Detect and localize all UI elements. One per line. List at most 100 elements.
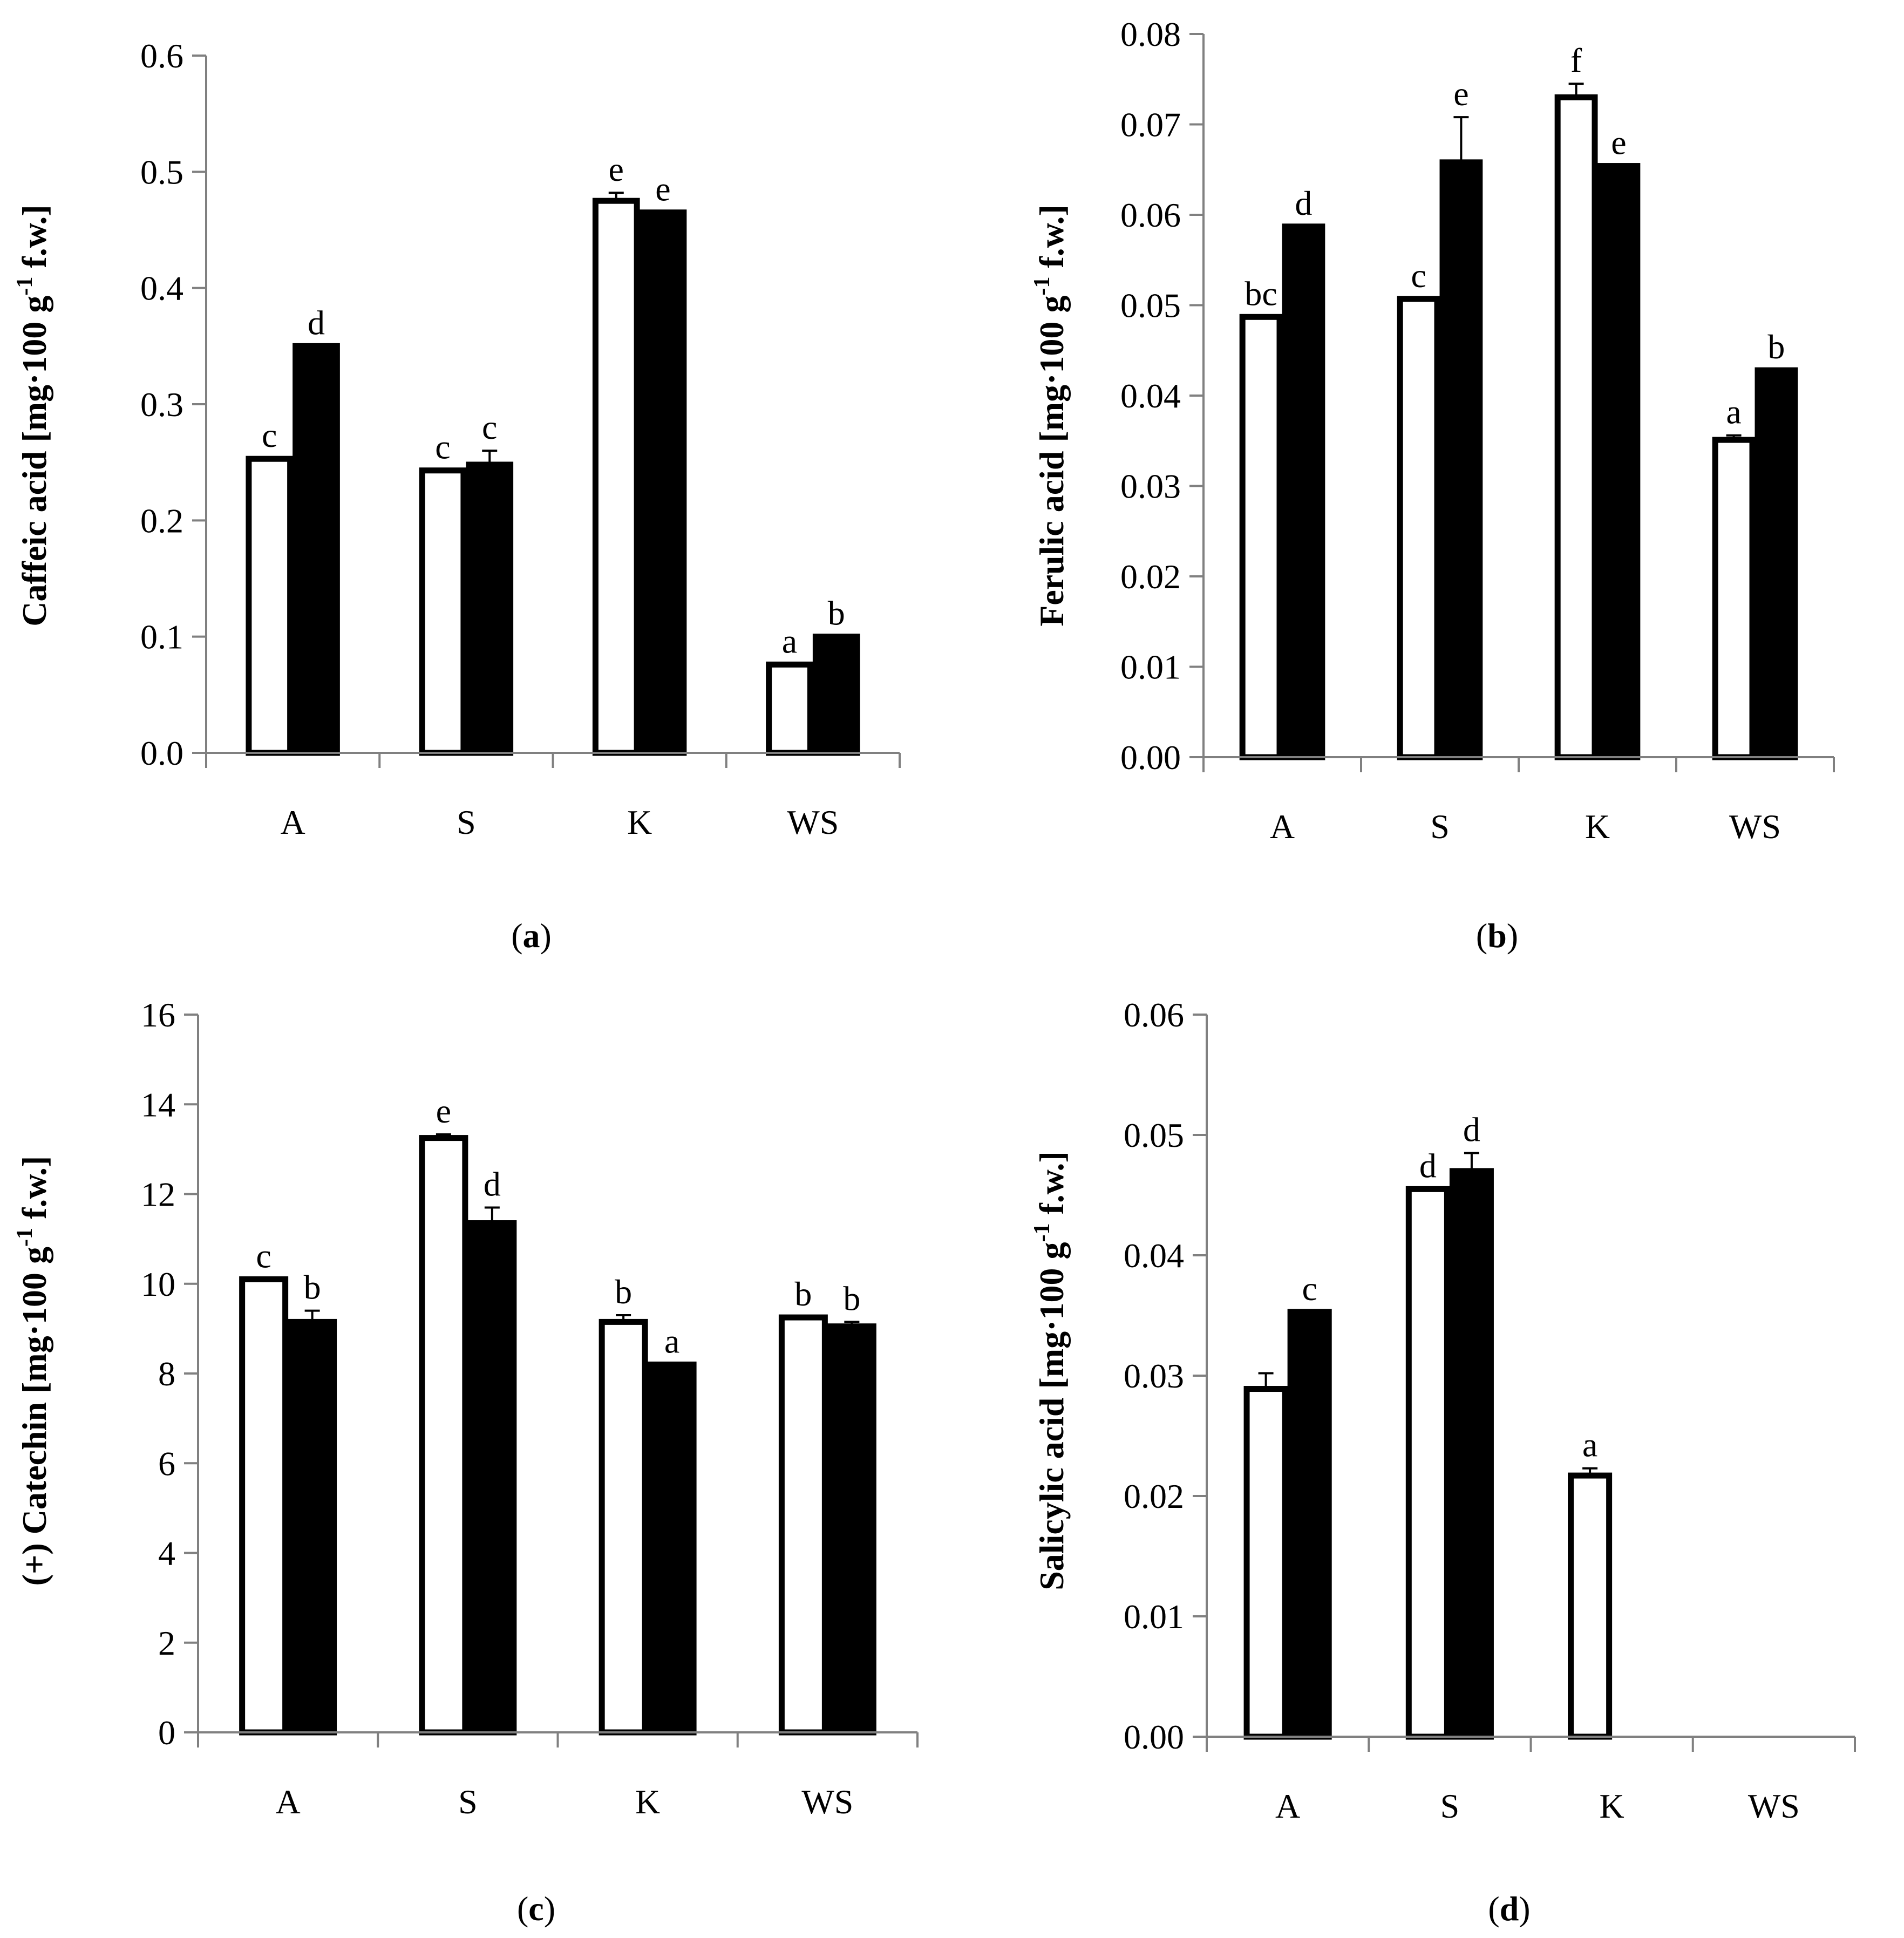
y-axis-title: Ferulic acid [mg·100 g-1 f.w.] — [1030, 205, 1071, 627]
x-category-label: K — [635, 1783, 660, 1821]
y-axis-title-superscript: -1 — [1030, 1223, 1055, 1242]
bar-white-ws — [766, 661, 813, 756]
bar-white-s — [1397, 296, 1440, 760]
x-category-label: S — [1440, 1787, 1460, 1825]
significance-letter: d — [1295, 184, 1312, 222]
y-axis-title-end: f.w.] — [1032, 1151, 1071, 1223]
significance-letter: b — [615, 1273, 632, 1311]
bar-white-s — [1405, 1186, 1450, 1740]
bar-white-k — [599, 1318, 648, 1736]
x-category-label: K — [627, 803, 652, 841]
bar-white-s — [419, 467, 467, 756]
bar-white-s — [419, 1135, 468, 1736]
significance-letter: a — [664, 1322, 679, 1360]
significance-letter: f — [1570, 41, 1582, 79]
significance-letter: e — [1453, 74, 1468, 113]
bar-black-a — [1282, 223, 1325, 760]
y-tick-label: 16 — [141, 996, 175, 1034]
y-tick-label: 0.01 — [1120, 648, 1181, 686]
y-tick-label: 4 — [158, 1534, 175, 1573]
bar-black-ws — [812, 634, 860, 756]
significance-letter: b — [1767, 328, 1785, 366]
x-category-label: S — [457, 803, 476, 841]
y-axis-title-superscript: -1 — [1030, 277, 1055, 296]
bar-black-a — [1287, 1309, 1332, 1740]
significance-letter: a — [1582, 1426, 1597, 1464]
significance-letter: c — [1302, 1269, 1317, 1308]
x-category-label: WS — [1729, 807, 1781, 846]
y-tick-label: 2 — [158, 1624, 175, 1662]
x-category-label: S — [1430, 807, 1450, 846]
significance-letter: e — [655, 170, 670, 208]
y-tick-label: 0.04 — [1120, 377, 1181, 415]
y-tick-label: 12 — [141, 1175, 175, 1214]
y-tick-label: 0.4 — [140, 269, 183, 308]
y-tick-label: 14 — [141, 1085, 175, 1124]
x-category-label: A — [1270, 807, 1295, 846]
significance-letter: d — [1419, 1146, 1437, 1185]
y-axis-title: Caffeic acid [mg·100 g-1 f.w.] — [12, 205, 53, 627]
x-category-label: WS — [801, 1783, 853, 1821]
bar-white-k — [1568, 1472, 1613, 1740]
y-tick-label: 0.00 — [1124, 1718, 1184, 1756]
bar-black-a — [288, 1318, 337, 1736]
chart-panel-b: bc c f a d e e b 0.00 0.01 0.02 0.03 0.04 0.05 0.06 0.0… — [1030, 15, 1835, 955]
y-tick-label: 0.1 — [140, 618, 183, 656]
y-axis-title-main: Salicylic acid [mg·100 g — [1032, 1242, 1071, 1590]
x-category-label: K — [1585, 807, 1610, 846]
y-tick-label: 6 — [158, 1444, 175, 1483]
panel-caption: (b) — [1476, 916, 1518, 955]
significance-letter: b — [828, 594, 845, 633]
bar-black-k — [647, 1361, 697, 1736]
caption-close-paren: ) — [1519, 1889, 1530, 1928]
bar-white-a — [239, 1276, 289, 1736]
caption-close-paren: ) — [1507, 916, 1518, 955]
y-tick-label: 0.04 — [1124, 1236, 1184, 1275]
x-category-label: WS — [1748, 1787, 1800, 1825]
y-tick-label: 0 — [158, 1713, 175, 1752]
y-axis-title-main: (+) Catechin [mg·100 g — [15, 1247, 53, 1586]
panel-caption: (c) — [517, 1889, 555, 1928]
significance-letter: d — [484, 1165, 501, 1203]
bar-black-ws — [1755, 367, 1798, 760]
significance-letter: c — [256, 1236, 271, 1275]
y-tick-label: 0.6 — [140, 37, 183, 75]
significance-letter: c — [482, 408, 497, 446]
x-category-label: A — [276, 1783, 301, 1821]
y-tick-label: 0.07 — [1120, 106, 1181, 144]
bar-black-k — [1597, 163, 1641, 760]
bar-black-s — [466, 461, 514, 756]
bar-white-k — [1554, 94, 1598, 760]
y-tick-label: 0.0 — [140, 734, 183, 772]
y-tick-label: 0.03 — [1120, 467, 1181, 506]
y-axis-title-end: f.w.] — [1032, 205, 1071, 276]
bar-black-s — [1449, 1168, 1494, 1740]
significance-letter: c — [435, 428, 450, 466]
bar-white-ws — [1712, 437, 1756, 760]
caption-letter: b — [1487, 916, 1507, 955]
significance-letter: e — [1611, 124, 1626, 162]
y-axis-title-superscript: -1 — [12, 277, 37, 296]
significance-letter: e — [436, 1092, 451, 1130]
y-axis-title-main: Ferulic acid [mg·100 g — [1032, 296, 1071, 627]
caption-letter: c — [528, 1889, 543, 1928]
bar-black-a — [293, 343, 340, 756]
caption-close-paren: ) — [540, 916, 552, 955]
significance-letter: d — [308, 303, 325, 342]
chart-panel-d: d a c d 0.00 0.01 0.02 0.03 0.04 0.05 0.06 A S K WS Sal… — [1030, 996, 1856, 1928]
caption-open-paren: ( — [1488, 1889, 1499, 1928]
y-tick-label: 8 — [158, 1355, 175, 1393]
caption-letter: a — [523, 916, 540, 955]
significance-letter: b — [843, 1279, 860, 1317]
bar-white-a — [1243, 1386, 1288, 1740]
y-axis-title: Salicylic acid [mg·100 g-1 f.w.] — [1030, 1151, 1071, 1590]
y-tick-label: 0.02 — [1120, 557, 1181, 596]
significance-letter: e — [609, 150, 624, 188]
y-tick-label: 0.3 — [140, 385, 183, 424]
bar-black-k — [639, 209, 687, 756]
bar-white-a — [246, 455, 294, 756]
x-category-label: S — [458, 1783, 478, 1821]
y-tick-label: 0.06 — [1124, 996, 1184, 1034]
